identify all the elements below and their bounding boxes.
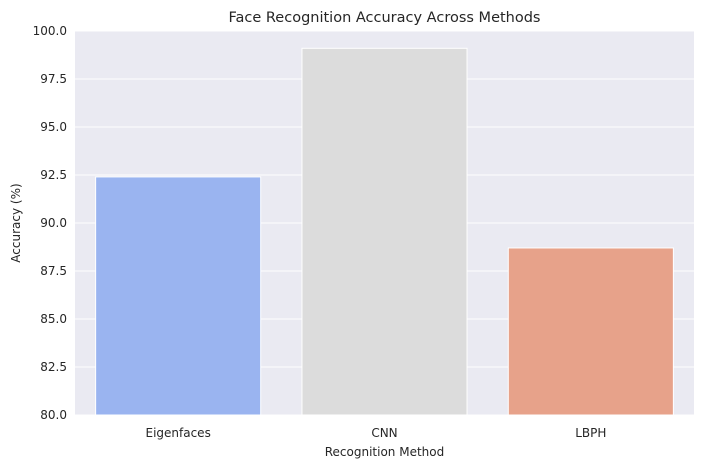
bar-cnn (301, 47, 468, 416)
bars (95, 47, 674, 416)
y-tick-label: 95.0 (40, 120, 67, 134)
y-tick-label: 92.5 (40, 168, 67, 182)
chart-title: Face Recognition Accuracy Across Methods (228, 10, 540, 26)
y-tick-label: 90.0 (40, 216, 67, 230)
bar-lbph (507, 247, 674, 416)
x-tick-labels: Eigenfaces CNN LBPH (145, 426, 606, 440)
x-tick-label: Eigenfaces (145, 426, 210, 440)
y-tick-labels: 80.0 82.5 85.0 87.5 90.0 92.5 95.0 97.5 100.0 (33, 24, 67, 422)
x-tick-label: LBPH (575, 426, 606, 440)
y-tick-label: 82.5 (40, 360, 67, 374)
y-tick-label: 87.5 (40, 264, 67, 278)
y-tick-label: 97.5 (40, 72, 67, 86)
x-tick-label: CNN (371, 426, 397, 440)
y-tick-label: 100.0 (33, 24, 67, 38)
y-axis-label: Accuracy (%) (9, 183, 23, 262)
y-tick-label: 85.0 (40, 312, 67, 326)
bar-eigenfaces (95, 176, 262, 416)
x-axis-label: Recognition Method (325, 445, 444, 459)
y-tick-label: 80.0 (40, 408, 67, 422)
